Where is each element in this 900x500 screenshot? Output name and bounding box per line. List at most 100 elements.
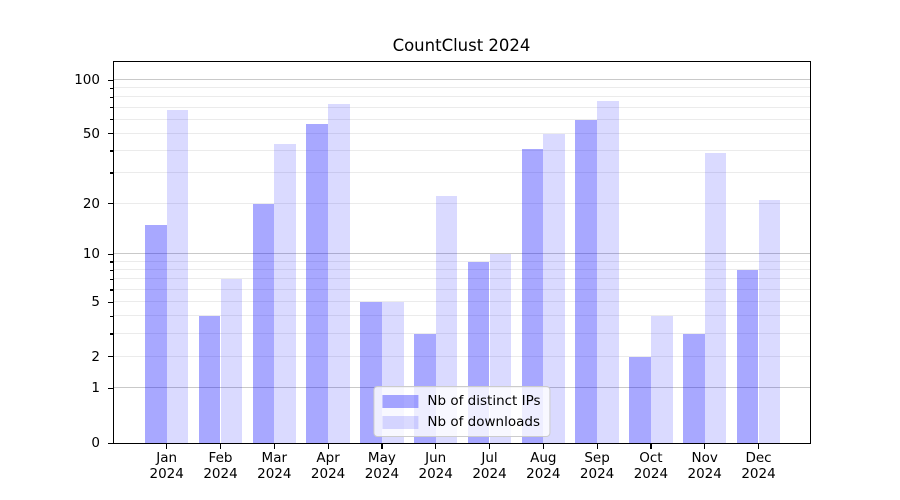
gridline-minor (114, 149, 810, 151)
y-axis-tick-mark (108, 203, 113, 205)
x-axis-tick-mark (327, 444, 329, 449)
x-tick-month: Sep (584, 450, 610, 466)
x-tick-month: Feb (208, 450, 233, 466)
x-axis-tick-mark (704, 444, 706, 449)
x-axis-tick-label: Oct 2024 (616, 450, 686, 482)
legend-entry: Nb of downloads (382, 414, 540, 430)
bar (704, 152, 727, 443)
x-axis-tick-label: Sep 2024 (562, 450, 632, 482)
y-axis-tick-label: 0 (91, 435, 100, 451)
y-axis-tick-label: 10 (82, 246, 100, 263)
y-axis-minor-tick-mark (110, 87, 113, 89)
x-tick-month: Nov (691, 450, 718, 466)
x-tick-year: 2024 (687, 466, 722, 482)
bar (144, 224, 167, 443)
gridline-minor (114, 288, 810, 290)
y-axis-minor-tick-mark (110, 278, 113, 281)
y-axis-minor-tick-mark (110, 119, 113, 121)
y-axis-tick-label: 1 (91, 380, 100, 397)
bar (543, 133, 566, 443)
bar (682, 333, 705, 443)
gridline-minor (114, 118, 810, 120)
legend-label: Nb of distinct IPs (427, 393, 541, 409)
bar (306, 123, 329, 443)
gridline-minor (114, 96, 810, 98)
legend: Nb of distinct IPs Nb of downloads (373, 386, 551, 437)
gridline-major (114, 253, 810, 255)
gridline-minor (114, 106, 810, 108)
x-axis-tick-mark (650, 444, 652, 449)
legend-swatch (382, 394, 419, 408)
bar (274, 143, 297, 443)
bar (736, 270, 759, 443)
y-axis-minor-tick-mark (110, 261, 113, 263)
x-axis-tick-label: Jun 2024 (401, 450, 471, 482)
x-tick-month: Jul (481, 450, 498, 466)
x-axis-tick-mark (273, 444, 275, 449)
x-tick-year: 2024 (257, 466, 292, 482)
gridline-minor (114, 332, 810, 334)
x-tick-year: 2024 (364, 466, 400, 482)
y-axis-minor-tick-mark (110, 333, 113, 335)
x-axis-tick-mark (220, 444, 222, 449)
bar (521, 149, 544, 443)
y-axis-tick-mark (108, 356, 113, 358)
bar (575, 119, 598, 443)
y-axis-minor-tick-mark (110, 289, 113, 291)
bar (597, 101, 619, 443)
y-axis-minor-tick-mark (110, 107, 113, 109)
x-tick-year: 2024 (526, 466, 561, 482)
gridline-minor (114, 202, 810, 204)
x-axis-tick-label: Apr 2024 (293, 450, 363, 482)
legend-label: Nb of downloads (427, 414, 540, 430)
x-axis-tick-label: May 2024 (347, 450, 417, 482)
x-axis-tick-mark (435, 444, 437, 449)
x-tick-year: 2024 (741, 466, 776, 482)
x-axis-tick-mark (489, 444, 491, 449)
plot-area: Nb of distinct IPs Nb of downloads (113, 61, 811, 444)
chart-title: CountClust 2024 (392, 36, 531, 55)
y-axis-tick-label: 2 (91, 348, 100, 365)
y-axis-tick-label: 5 (91, 294, 100, 311)
gridline-minor (114, 278, 810, 280)
x-axis-tick-mark (758, 444, 760, 449)
legend-swatch (382, 415, 419, 429)
bar (328, 104, 350, 443)
x-tick-month: Mar (261, 450, 288, 466)
gridline-minor (114, 132, 810, 134)
legend-entry: Nb of distinct IPs (382, 393, 541, 409)
y-axis-tick-mark (108, 79, 113, 81)
gridline-major (114, 79, 810, 81)
x-axis-tick-label: Feb 2024 (186, 450, 256, 482)
y-axis-minor-tick-mark (110, 96, 113, 99)
y-axis-tick-label: 20 (82, 195, 100, 212)
x-axis-tick-label: Mar 2024 (239, 450, 309, 482)
x-tick-month: Apr (316, 450, 340, 466)
y-axis-tick-mark (108, 253, 113, 256)
gridline-minor (114, 355, 810, 357)
bar (758, 199, 781, 443)
y-axis-tick-mark (108, 133, 113, 135)
x-tick-year: 2024 (149, 466, 184, 482)
bar (435, 196, 458, 443)
bar (198, 316, 221, 443)
gridline-minor (114, 301, 810, 303)
x-tick-month: May (367, 450, 396, 466)
x-tick-month: Jun (425, 450, 447, 466)
x-axis-tick-label: Dec 2024 (724, 450, 794, 482)
bar (252, 203, 275, 443)
y-axis-minor-tick-mark (110, 315, 113, 318)
x-tick-month: Oct (639, 450, 663, 466)
y-axis-tick-label: 50 (82, 125, 100, 142)
x-axis-tick-mark (596, 444, 598, 449)
x-axis-tick-label: Nov 2024 (670, 450, 740, 482)
bar (220, 279, 243, 443)
x-tick-year: 2024 (472, 466, 507, 482)
x-tick-year: 2024 (310, 466, 346, 482)
gridline-minor (114, 315, 810, 317)
y-axis-tick-mark (108, 387, 113, 390)
bar (166, 109, 189, 443)
y-axis-tick-mark (108, 301, 113, 303)
x-axis-tick-mark (166, 444, 168, 449)
